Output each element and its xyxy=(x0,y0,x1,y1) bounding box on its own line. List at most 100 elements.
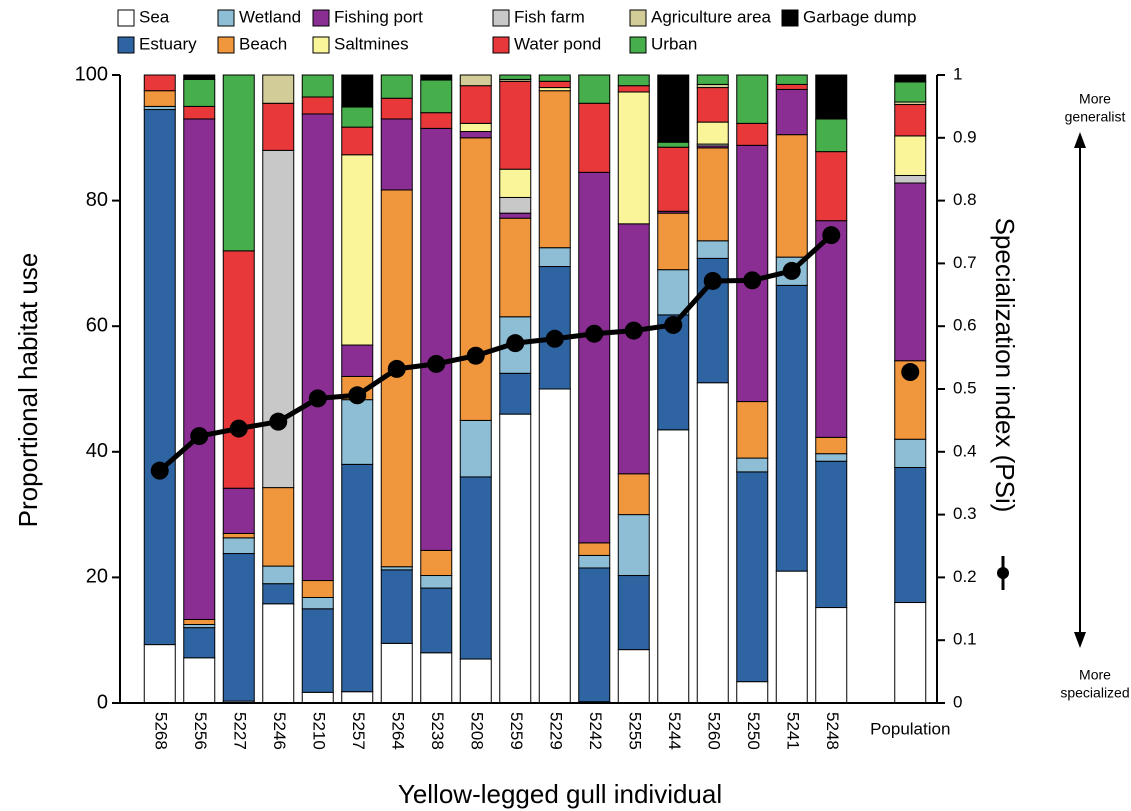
bar-segment xyxy=(736,122,769,146)
x-tick-label: 5229 xyxy=(546,712,565,750)
bar-segment xyxy=(894,467,927,604)
annotation: generalist xyxy=(1065,109,1126,125)
legend-label: Beach xyxy=(239,34,287,53)
bar-segment xyxy=(499,80,532,170)
bar-segment xyxy=(222,74,255,252)
bar-segment xyxy=(341,399,374,465)
bar-segment xyxy=(736,457,769,473)
bar-segment xyxy=(301,596,334,610)
bar-segment xyxy=(499,212,532,219)
bar-segment xyxy=(775,134,808,258)
legend-swatch xyxy=(781,9,799,27)
bar-segment xyxy=(262,74,295,104)
psi-point xyxy=(387,359,406,378)
x-tick-label: 5244 xyxy=(665,712,684,750)
bar-segment xyxy=(894,81,927,103)
legend-label: Sea xyxy=(139,7,170,26)
bar-segment xyxy=(341,463,374,693)
bar-segment xyxy=(538,90,571,249)
bar-segment xyxy=(459,131,492,139)
y2-tick-label: 0.3 xyxy=(953,504,977,523)
bar-segment xyxy=(459,74,492,87)
legend-swatch xyxy=(312,36,330,54)
bar-segment xyxy=(499,74,532,80)
legend-swatch xyxy=(492,36,510,54)
x-tick-label: 5210 xyxy=(309,712,328,750)
arrow-head xyxy=(1074,132,1086,148)
psi-point xyxy=(664,315,683,334)
bar-segment xyxy=(736,401,769,459)
bar-segment xyxy=(183,118,216,620)
psi-point xyxy=(269,412,288,431)
bar-segment xyxy=(894,174,927,184)
bar-segment xyxy=(696,87,729,123)
bar-segment xyxy=(775,74,808,85)
bar-segment xyxy=(420,74,453,81)
bar-segment xyxy=(894,74,927,83)
bar-segment xyxy=(578,171,611,544)
bar-segment xyxy=(459,85,492,124)
y2-tick-label: 0.5 xyxy=(953,378,977,397)
bar-segment xyxy=(657,269,690,316)
legend-label: Water pond xyxy=(514,34,601,53)
bar-segment xyxy=(183,105,216,120)
bar-segment xyxy=(696,382,729,704)
bar-segment xyxy=(815,460,848,609)
legend-swatch xyxy=(629,36,647,54)
bar-segment xyxy=(459,476,492,660)
psi-line xyxy=(158,233,833,473)
bar-segment xyxy=(459,137,492,421)
x-tick-label: 5255 xyxy=(625,712,644,750)
y2-tick-label: 0.9 xyxy=(953,127,977,146)
y-tick-label: 80 xyxy=(86,189,108,211)
legend-label: Fishing port xyxy=(334,7,423,26)
bar-segment xyxy=(420,112,453,129)
bar-segment xyxy=(143,74,176,92)
bar-segment xyxy=(222,250,255,489)
bar-segment xyxy=(222,487,255,534)
legend-swatch xyxy=(217,36,235,54)
bar-segment xyxy=(341,74,374,108)
legend-swatch xyxy=(217,9,235,27)
psi-point xyxy=(466,346,485,365)
bar-segment xyxy=(380,569,413,644)
bar-segment xyxy=(657,146,690,212)
annotation: More xyxy=(1079,91,1111,107)
x-tick-label: 5250 xyxy=(744,712,763,750)
bar-segment xyxy=(657,429,690,704)
bar-segment xyxy=(183,657,216,704)
bar-segment xyxy=(538,247,571,268)
bar-segment xyxy=(736,471,769,683)
bar-segment xyxy=(459,419,492,478)
legend-label: Saltmines xyxy=(334,34,409,53)
y-tick-label: 0 xyxy=(97,691,108,713)
x-tick-label: 5248 xyxy=(823,712,842,750)
bar-segment xyxy=(657,141,690,148)
y-tick-label: 40 xyxy=(86,440,108,462)
x-axis-title: Yellow-legged gull individual xyxy=(398,779,722,809)
x-tick-label: 5238 xyxy=(428,712,447,750)
bar-segment xyxy=(538,80,571,89)
legend-swatch xyxy=(312,9,330,27)
bar-segment xyxy=(815,453,848,462)
x-tick-label: 5241 xyxy=(783,712,802,750)
legend-label: Urban xyxy=(651,34,697,53)
psi-point xyxy=(427,354,446,373)
bar-segment xyxy=(420,652,453,704)
bars xyxy=(143,74,927,704)
bar-segment xyxy=(538,266,571,390)
x-tick-label: 5268 xyxy=(151,712,170,750)
bar-segment xyxy=(815,118,848,153)
bar-segment xyxy=(578,542,611,556)
x-tick-label: Population xyxy=(870,719,950,738)
legend-label: Fish farm xyxy=(514,7,585,26)
arrow-head xyxy=(1074,632,1086,648)
bar-segment xyxy=(736,74,769,124)
bar-segment xyxy=(380,642,413,704)
y2-axis-title: Specialization index (PSi) xyxy=(990,218,1020,513)
bar-segment xyxy=(696,240,729,259)
bar-segment xyxy=(420,575,453,589)
annotation: More xyxy=(1079,667,1111,683)
bar-segment xyxy=(499,217,532,318)
